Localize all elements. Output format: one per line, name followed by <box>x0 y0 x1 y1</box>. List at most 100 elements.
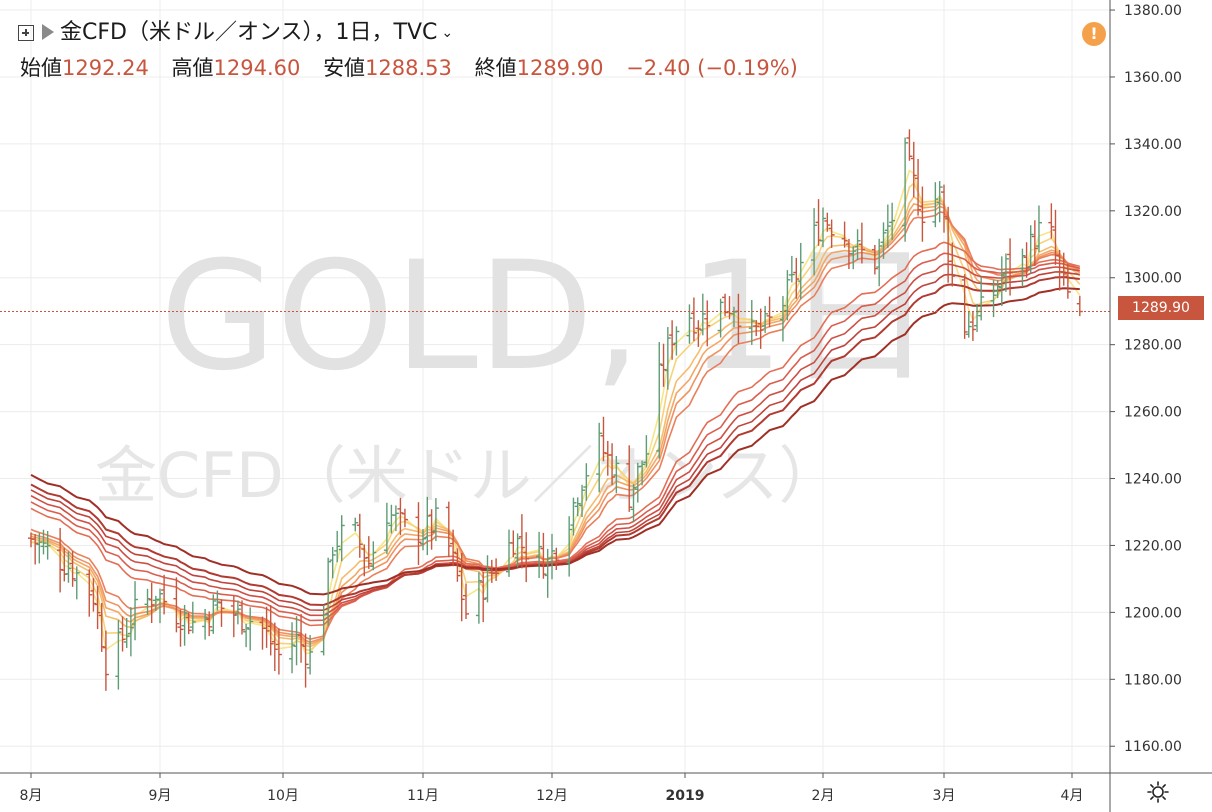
ohlc-bar <box>397 497 404 536</box>
ohlc-bar <box>536 531 543 578</box>
ohlc-bar <box>514 533 521 568</box>
ohlc-bar <box>356 513 363 558</box>
time-tick-label: 9月 <box>149 788 172 804</box>
last-price-tag: 1289.90 <box>1118 296 1204 320</box>
ohlc-bar <box>880 222 887 259</box>
ohlc-bar <box>214 590 221 611</box>
ohlc-bar <box>1076 295 1083 317</box>
ohlc-bar <box>144 588 151 615</box>
ohlc-bar <box>673 326 680 356</box>
ohlc-bar <box>824 212 831 232</box>
time-tick-label: 10月 <box>267 788 299 804</box>
ohlc-bar <box>480 571 487 623</box>
ohlc-bar <box>420 529 426 551</box>
ohlc-bar <box>370 541 377 571</box>
ohlc-bar <box>523 532 530 583</box>
ohlc-bar <box>329 546 336 579</box>
ohlc-bar <box>177 609 184 647</box>
time-tick-label: 12月 <box>536 788 568 804</box>
price-tick-label: 1180.00 <box>1124 672 1182 688</box>
ohlc-bar <box>841 221 848 248</box>
ohlc-bar <box>289 622 296 674</box>
ohlc-bar <box>102 630 109 691</box>
ohlc-bar <box>463 583 469 619</box>
ohlc-bar <box>424 496 431 556</box>
ohlc-bar <box>748 300 755 345</box>
ohlc-bar <box>549 533 555 580</box>
ohlc-bar <box>793 257 800 299</box>
open-value: 1292.24 <box>62 56 149 80</box>
price-tick-label: 1160.00 <box>1124 739 1182 755</box>
ohlc-bar <box>90 578 97 612</box>
ohlc-bar <box>40 529 47 555</box>
ohlc-bar <box>965 311 972 338</box>
price-tick-label: 1280.00 <box>1124 338 1182 354</box>
ohlc-bar <box>307 634 314 675</box>
symbol-header[interactable]: 金CFD（米ドル／オンス），1日，TVC ⌄ <box>18 14 453 46</box>
ohlc-bar <box>1060 252 1067 286</box>
ohlc-bar <box>132 581 139 641</box>
ohlc-bar <box>994 279 1001 299</box>
ohlc-bar <box>613 456 620 493</box>
price-tick-label: 1300.00 <box>1124 271 1182 287</box>
ohlc-bar <box>415 502 422 565</box>
ohlc-bar <box>660 343 667 387</box>
alert-icon[interactable]: ! <box>1082 22 1106 46</box>
collapse-icon[interactable] <box>18 25 34 41</box>
price-tick-label: 1240.00 <box>1124 472 1182 488</box>
ohlc-legend: 始値1292.24 高値1294.60 安値1288.53 終値1289.90 … <box>20 52 814 82</box>
time-tick-label: 11月 <box>407 788 439 804</box>
ohlc-bar <box>267 605 274 656</box>
ohlc-bar <box>664 327 671 390</box>
ohlc-bar <box>325 557 332 626</box>
price-tick-label: 1260.00 <box>1124 405 1182 421</box>
ohlc-bar <box>86 569 93 617</box>
ohlc-bar <box>450 529 457 567</box>
ohlc-bar <box>161 574 168 615</box>
ohlc-bar <box>1002 253 1009 292</box>
flag-icon[interactable] <box>42 24 54 40</box>
ohlc-bar <box>941 184 947 233</box>
ohlc-bar <box>596 422 603 493</box>
ohlc-bar <box>699 293 706 336</box>
ohlc-bar <box>119 616 126 652</box>
ohlc-bar <box>1064 264 1071 299</box>
high-value: 1294.60 <box>213 56 301 80</box>
ohlc-bar <box>884 204 891 249</box>
ohlc-bar <box>978 277 985 321</box>
change-value: −2.40 (−0.19%) <box>626 56 798 80</box>
ohlc-bar <box>298 614 305 663</box>
close-value: 1289.90 <box>516 56 604 80</box>
time-tick-label: 8月 <box>20 788 43 804</box>
ohlc-bar <box>36 533 43 564</box>
chevron-down-icon[interactable]: ⌄ <box>441 25 454 41</box>
ohlc-bar <box>230 595 237 638</box>
ohlc-bar <box>365 536 372 569</box>
watermark-name: 金CFD（米ドル／オンス） <box>95 439 840 512</box>
ohlc-bar <box>401 508 408 528</box>
ohlc-bar <box>44 531 51 560</box>
symbol-title[interactable]: 金CFD（米ドル／オンス），1日，TVC <box>60 20 438 45</box>
ohlc-bar <box>1056 249 1063 291</box>
ohlc-bar <box>757 308 764 349</box>
ohlc-bar <box>65 551 72 583</box>
ohlc-bar <box>643 435 650 468</box>
gear-icon[interactable] <box>1146 780 1170 804</box>
ohlc-bar <box>540 532 547 579</box>
high-label: 高値 <box>171 56 214 80</box>
ohlc-bar <box>850 246 857 270</box>
ohlc-bars <box>28 129 1083 691</box>
ohlc-bar <box>889 202 896 240</box>
ohlc-bar <box>98 603 105 652</box>
price-tick-label: 1200.00 <box>1124 605 1182 621</box>
ohlc-bar <box>779 296 786 342</box>
ohlc-bar <box>73 566 80 600</box>
ohlc-bar <box>302 633 309 688</box>
low-label: 安値 <box>323 56 366 80</box>
open-label: 始値 <box>20 56 62 80</box>
ohlc-bar <box>352 517 359 532</box>
ohlc-bar <box>876 238 883 287</box>
ohlc-bar <box>990 280 997 318</box>
